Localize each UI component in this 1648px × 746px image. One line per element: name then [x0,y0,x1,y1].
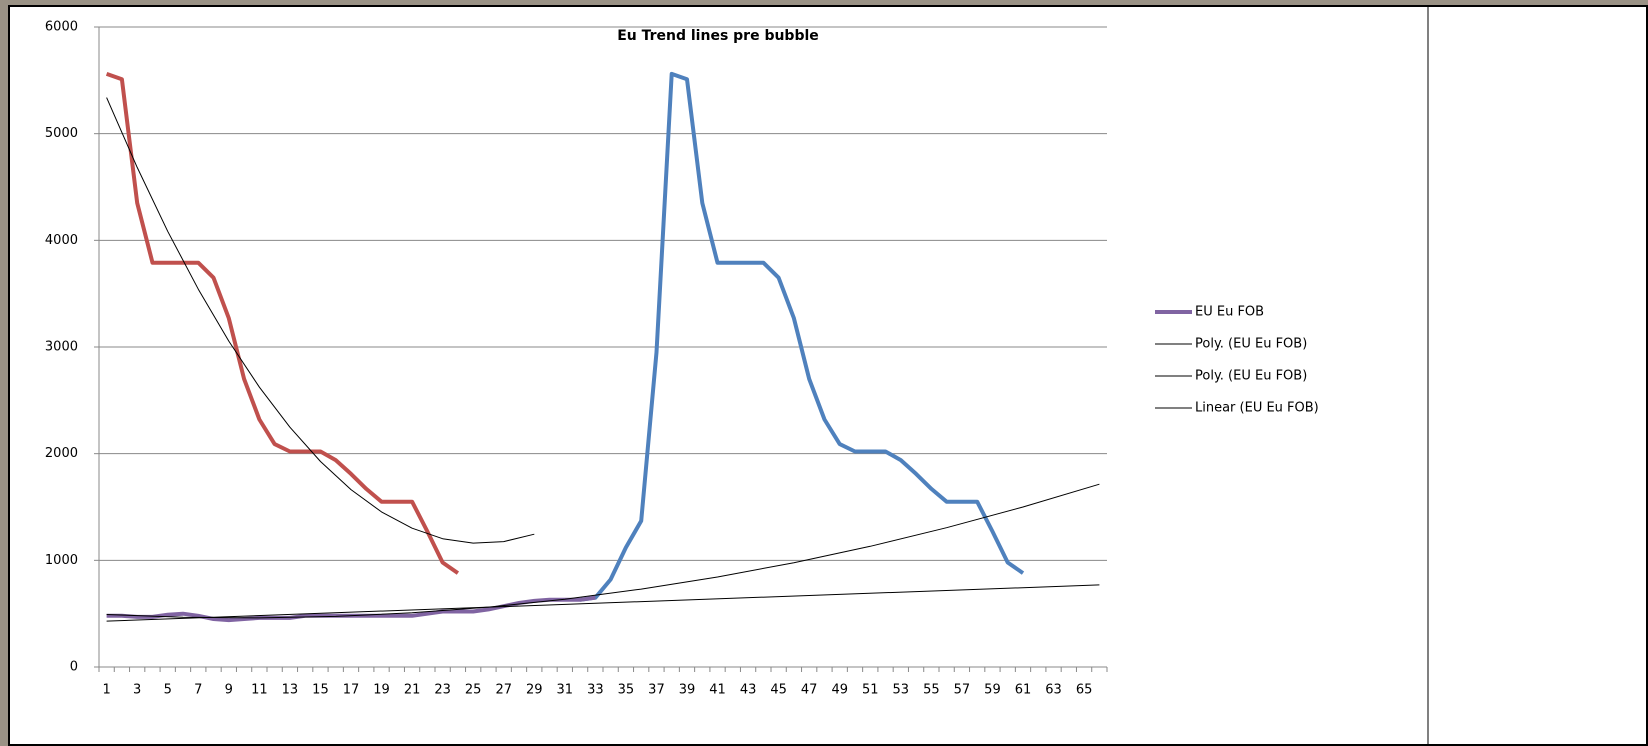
x-tick-label: 61 [1015,683,1032,698]
x-tick-label: 29 [526,683,543,698]
data-line [105,72,460,575]
x-tick-label: 53 [893,683,910,698]
x-tick-label: 37 [648,683,665,698]
x-tick-label: 33 [587,683,604,698]
x-tick-label: 13 [282,683,299,698]
x-tick-label: 23 [434,683,451,698]
x-tick-label: 19 [373,683,390,698]
x-tick-label: 7 [194,683,202,698]
x-tick-label: 65 [1076,683,1093,698]
x-tick-label: 21 [404,683,421,698]
data-line [106,97,535,544]
x-tick-label: 17 [343,683,360,698]
legend-label: Poly. (EU Eu FOB) [1195,369,1307,384]
x-tick-label: 3 [133,683,141,698]
y-tick-label: 0 [70,660,78,675]
y-tick-label: 3000 [45,340,78,355]
x-tick-label: 45 [770,683,787,698]
legend-label: EU Eu FOB [1195,305,1264,320]
x-tick-label: 43 [740,683,757,698]
x-tick-label: 25 [465,683,482,698]
x-tick-label: 35 [618,683,635,698]
x-tick-label: 11 [251,683,268,698]
y-tick-label: 6000 [45,20,78,35]
x-tick-label: 27 [495,683,512,698]
x-tick-label: 1 [102,683,110,698]
data-line [579,71,1025,602]
chart-title: Eu Trend lines pre bubble [617,28,819,44]
x-tick-label: 59 [984,683,1001,698]
x-tick-label: 47 [801,683,818,698]
x-tick-label: 63 [1045,683,1062,698]
x-tick-label: 41 [709,683,726,698]
data-line [106,483,1100,619]
y-tick-label: 4000 [45,233,78,248]
y-tick-label: 2000 [45,446,78,461]
chart-area [8,5,1648,746]
x-tick-label: 55 [923,683,940,698]
data-line [106,584,1100,622]
legend-label: Poly. (EU Eu FOB) [1195,337,1307,352]
x-tick-label: 5 [164,683,172,698]
x-tick-label: 15 [312,683,329,698]
x-tick-label: 31 [557,683,574,698]
legend-label: Linear (EU Eu FOB) [1195,401,1319,416]
x-tick-label: 51 [862,683,879,698]
x-tick-label: 57 [954,683,971,698]
x-tick-label: 49 [831,683,848,698]
y-tick-label: 1000 [45,553,78,568]
x-tick-label: 39 [679,683,696,698]
x-tick-label: 9 [225,683,233,698]
y-tick-label: 5000 [45,126,78,141]
